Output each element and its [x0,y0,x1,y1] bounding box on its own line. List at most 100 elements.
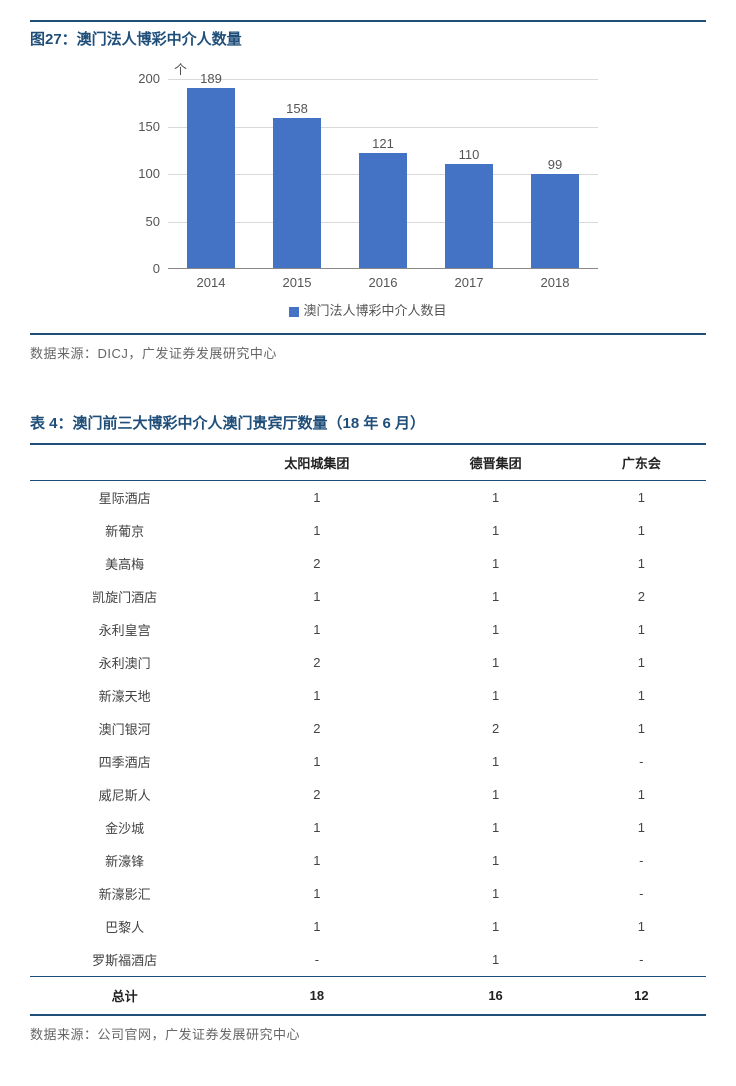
table-row: 巴黎人111 [30,910,706,943]
table-cell: 1 [577,910,706,943]
table-cell: 1 [219,613,414,646]
chart-bar-value: 99 [548,157,562,172]
table-row: 凯旋门酒店112 [30,580,706,613]
table-cell: 新葡京 [30,514,219,547]
table-total-cell: 16 [414,977,576,1016]
table-cell: - [577,943,706,977]
bar-chart: 个 050100150200 20142015201620172018 澳门法人… [118,59,618,319]
table-cell: 1 [577,613,706,646]
table-cell: 1 [414,646,576,679]
chart-bar [531,174,578,268]
table-cell: 1 [577,712,706,745]
chart-xtick: 2018 [541,275,570,290]
table-cell: 永利皇宫 [30,613,219,646]
table-header-row: 太阳城集团德晋集团广东会 [30,444,706,481]
table-row: 新濠天地111 [30,679,706,712]
table-header-cell: 德晋集团 [414,444,576,481]
table-cell: 1 [577,646,706,679]
table-cell: 1 [414,910,576,943]
table-cell: 1 [577,481,706,515]
table-row: 永利皇宫111 [30,613,706,646]
table-cell: 1 [414,943,576,977]
table-cell: 2 [219,646,414,679]
table-header-cell [30,444,219,481]
figure-source: 数据来源：DICJ，广发证券发展研究中心 [30,343,706,362]
table-cell: 1 [219,679,414,712]
table-cell: 1 [219,481,414,515]
table-row: 新濠影汇11- [30,877,706,910]
legend-label: 澳门法人博彩中介人数目 [303,303,446,318]
table-row: 永利澳门211 [30,646,706,679]
table-cell: - [219,943,414,977]
table-cell: 1 [414,811,576,844]
table-row: 美高梅211 [30,547,706,580]
table-cell: 澳门银河 [30,712,219,745]
table-cell: 美高梅 [30,547,219,580]
table-row: 新濠锋11- [30,844,706,877]
table-cell: 1 [414,778,576,811]
chart-ytick: 50 [120,214,160,229]
chart-bar [187,88,234,268]
table-cell: 四季酒店 [30,745,219,778]
table-cell: 威尼斯人 [30,778,219,811]
table-cell: 2 [219,547,414,580]
table-cell: 2 [219,712,414,745]
chart-xtick: 2016 [369,275,398,290]
table-cell: 永利澳门 [30,646,219,679]
table-row: 星际酒店111 [30,481,706,515]
chart-bar [273,118,320,268]
chart-y-axis-label: 个 [174,59,187,78]
figure-bottom-rule [30,333,706,335]
table-cell: 1 [219,580,414,613]
table-total-cell: 12 [577,977,706,1016]
table-row: 新葡京111 [30,514,706,547]
table-cell: 1 [219,514,414,547]
table-cell: 1 [219,811,414,844]
chart-gridline [168,79,598,80]
chart-bar-value: 110 [459,147,480,162]
table-row: 罗斯福酒店-1- [30,943,706,977]
table-cell: 1 [414,679,576,712]
table-row: 威尼斯人211 [30,778,706,811]
table-cell: 新濠影汇 [30,877,219,910]
table-cell: 罗斯福酒店 [30,943,219,977]
data-table: 太阳城集团德晋集团广东会 星际酒店111新葡京111美高梅211凯旋门酒店112… [30,443,706,1016]
table-cell: - [577,844,706,877]
table-cell: 1 [577,679,706,712]
table-cell: 1 [414,844,576,877]
chart-xtick: 2017 [455,275,484,290]
table-cell: 1 [414,580,576,613]
table-cell: 1 [414,514,576,547]
table-header-cell: 广东会 [577,444,706,481]
table-cell: 新濠天地 [30,679,219,712]
chart-legend: 澳门法人博彩中介人数目 [118,300,618,319]
table-cell: 1 [414,547,576,580]
table-cell: 1 [414,481,576,515]
table-cell: 1 [414,877,576,910]
table-cell: 新濠锋 [30,844,219,877]
table-cell: 1 [414,613,576,646]
table-cell: 1 [219,844,414,877]
table-cell: 巴黎人 [30,910,219,943]
table-cell: 1 [577,514,706,547]
table-cell: 2 [414,712,576,745]
table-cell: 1 [219,877,414,910]
table-cell: 1 [414,745,576,778]
table-cell: - [577,745,706,778]
chart-bar [445,164,492,269]
table-cell: 1 [577,547,706,580]
table-title: 表 4：澳门前三大博彩中介人澳门贵宾厅数量（18 年 6 月） [30,412,706,433]
table-cell: 1 [219,745,414,778]
chart-bar-value: 189 [200,71,222,86]
chart-ytick: 150 [120,119,160,134]
chart-xtick: 2015 [283,275,312,290]
chart-ytick: 200 [120,71,160,86]
table-total-cell: 总计 [30,977,219,1016]
table-cell: 凯旋门酒店 [30,580,219,613]
table-source: 数据来源：公司官网，广发证券发展研究中心 [30,1024,706,1043]
legend-swatch [289,307,299,317]
table-cell: 1 [577,811,706,844]
table-header-cell: 太阳城集团 [219,444,414,481]
table-cell: 1 [577,778,706,811]
table-total-row: 总计181612 [30,977,706,1016]
